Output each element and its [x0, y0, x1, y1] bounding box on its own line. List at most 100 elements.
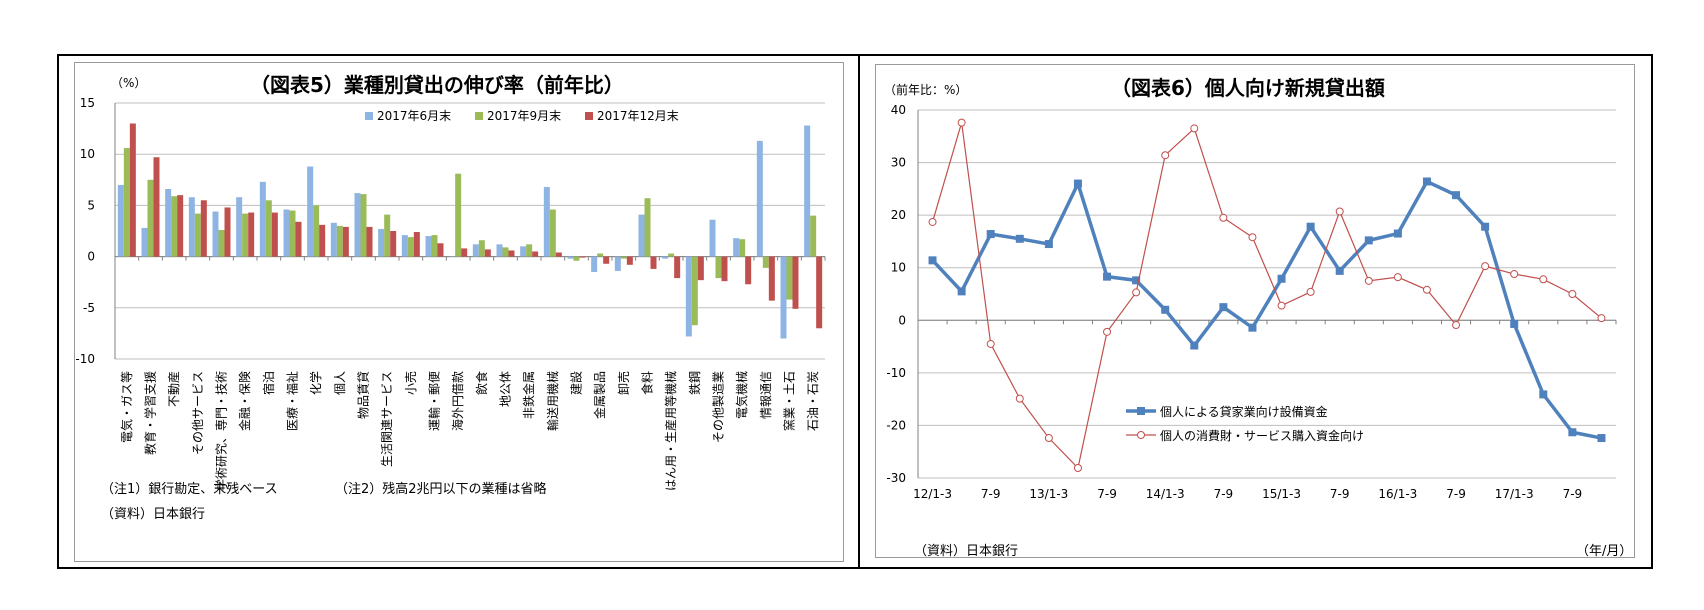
category-label: 電気機械 — [734, 371, 749, 419]
data-point — [1219, 303, 1228, 312]
bar — [626, 256, 633, 265]
bar — [283, 209, 290, 257]
bar — [194, 213, 201, 257]
bar — [188, 197, 195, 257]
y-tick-label: 5 — [87, 198, 95, 212]
data-point — [1481, 262, 1490, 271]
data-point — [1510, 270, 1519, 279]
data-point — [928, 217, 937, 226]
x-tick-label: 14/1-3 — [1146, 487, 1185, 501]
bar — [662, 256, 669, 259]
bar — [384, 214, 391, 257]
data-point — [1393, 273, 1402, 282]
data-point — [1510, 319, 1519, 328]
bar — [129, 123, 136, 257]
data-point — [1597, 434, 1606, 443]
bar — [455, 173, 462, 257]
category-label: 鉄鋼 — [687, 371, 702, 395]
legend-swatch — [475, 112, 483, 120]
data-point — [1364, 236, 1373, 245]
data-point — [1452, 321, 1461, 330]
bar — [425, 236, 432, 257]
bar — [484, 249, 491, 257]
category-label: 飲食 — [474, 371, 489, 395]
bar — [691, 256, 698, 326]
y-tick-label: 10 — [80, 147, 95, 161]
legend-marker — [1137, 431, 1145, 439]
figure6-panel: （図表6）個人向け新規貸出額 （前年比：%） -30 -20 -10 0 10 20 30 40… — [875, 64, 1635, 559]
bar — [685, 256, 692, 337]
bar — [549, 209, 556, 257]
bar — [224, 207, 231, 257]
category-label: 金融・保険 — [237, 371, 252, 431]
series-line-rental — [931, 178, 1602, 440]
bar — [804, 125, 811, 257]
bar — [390, 231, 397, 257]
bar — [289, 210, 296, 257]
x-tick-label: 13/1-3 — [1029, 487, 1068, 501]
bar — [165, 189, 172, 257]
figure5-panel: （図表5）業種別貸出の伸び率（前年比） （%） -10 -5 0 5 10 15 電気・ガス等… — [74, 62, 844, 562]
bar — [212, 211, 219, 257]
category-label: 建設 — [569, 371, 584, 395]
data-point — [1335, 266, 1344, 275]
data-point — [986, 230, 995, 239]
data-point — [1132, 288, 1141, 297]
y-tick-label: 40 — [891, 103, 906, 117]
bar — [502, 247, 509, 257]
x-tick-label: 7-9 — [1097, 487, 1117, 501]
y-tick-label: 15 — [80, 96, 95, 110]
category-label: 輸送用機械 — [545, 371, 560, 431]
data-point — [1364, 276, 1373, 285]
category-label: はん用・生産用等機械 — [663, 371, 678, 491]
data-point — [1277, 301, 1286, 310]
figure6-chart: （前年比：%） -30 -20 -10 0 10 20 30 40 12/1-3 7-9 13/1-3… — [884, 82, 1617, 501]
bar — [472, 244, 479, 257]
legend-label: 2017年6月末 — [377, 109, 451, 123]
category-label: 窯業・土石 — [782, 371, 797, 431]
x-tick-label: 7-9 — [981, 487, 1001, 501]
x-tick-label: 7-9 — [1330, 487, 1350, 501]
bar — [248, 212, 255, 257]
data-point — [1539, 390, 1548, 399]
bar — [259, 181, 266, 257]
category-label: 小売 — [403, 371, 418, 395]
data-point — [1132, 276, 1141, 285]
category-label: 金属製品 — [592, 371, 607, 419]
y-tick-label: 0 — [87, 250, 95, 264]
bar — [378, 228, 385, 257]
y-axis-unit-label: （%） — [111, 76, 146, 90]
bar — [668, 253, 675, 257]
legend-marker — [1137, 407, 1145, 415]
bar — [478, 240, 485, 257]
bar — [816, 256, 823, 329]
figure-divider — [858, 54, 860, 569]
bar — [780, 256, 787, 339]
legend-label: 2017年12月末 — [597, 109, 679, 123]
data-point — [1044, 434, 1053, 443]
category-label: 海外円借款 — [450, 371, 465, 431]
bar — [591, 256, 598, 272]
legend-label: 個人の消費財・サービス購入資金向け — [1160, 428, 1364, 443]
figure5-title: （図表5）業種別貸出の伸び率（前年比） — [250, 73, 624, 97]
bar — [401, 235, 408, 257]
data-point — [1161, 151, 1170, 160]
bar — [171, 196, 178, 257]
y-tick-label: -5 — [83, 301, 95, 315]
data-point — [957, 287, 966, 296]
bar — [508, 250, 515, 257]
data-point — [1248, 233, 1257, 242]
category-label: 地公体 — [499, 371, 513, 407]
figure6-source: （資料）日本銀行 — [914, 544, 1019, 559]
bar — [555, 252, 562, 257]
bar — [461, 248, 468, 257]
y-tick-label: -10 — [75, 352, 95, 366]
data-point — [1219, 213, 1228, 222]
y-axis-unit-label: （前年比：%） — [884, 82, 967, 97]
data-point — [1015, 394, 1024, 403]
bar — [366, 226, 373, 257]
bar — [650, 256, 657, 269]
x-tick-label: 7-9 — [1446, 487, 1466, 501]
y-tick-label: -10 — [886, 366, 906, 380]
bar — [123, 148, 130, 257]
